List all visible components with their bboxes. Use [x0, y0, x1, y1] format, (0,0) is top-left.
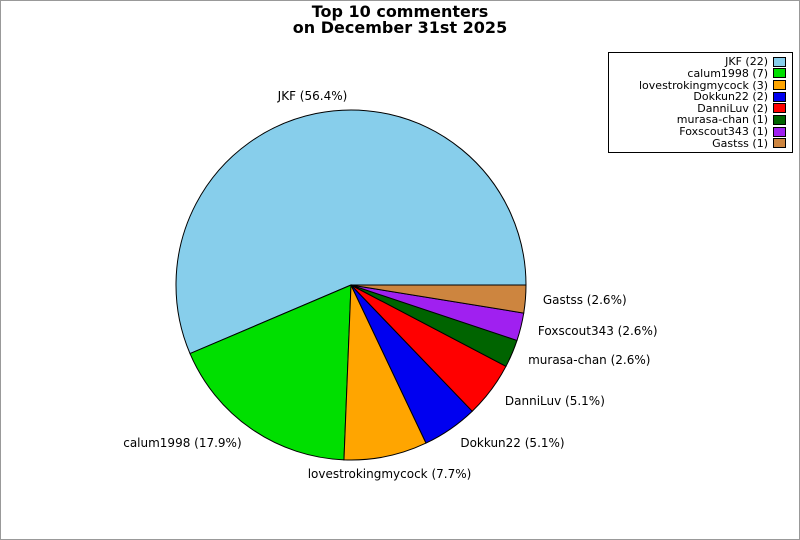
slice-label-DanniLuv: DanniLuv (5.1%)	[504, 393, 605, 408]
legend-swatch	[773, 56, 786, 67]
chart-title-line1: Top 10 commenters	[311, 2, 489, 21]
slice-label-Dokkun22: Dokkun22 (5.1%)	[460, 436, 565, 451]
pie-slice-JKF	[175, 109, 527, 355]
chart-title-line2: on December 31st 2025	[292, 18, 508, 37]
slice-label-Foxscout343: Foxscout343 (2.6%)	[537, 324, 658, 339]
pie-slice-Gastss	[350, 284, 527, 314]
legend-swatch	[773, 91, 786, 102]
slice-label-lovestrokingmycock: lovestrokingmycock (7.7%)	[307, 466, 472, 481]
legend-swatch	[773, 80, 786, 91]
slice-label-calum1998: calum1998 (17.9%)	[123, 436, 242, 451]
legend-swatch	[773, 138, 786, 149]
legend-swatch	[773, 126, 786, 137]
legend-label: Gastss (1)	[712, 136, 768, 150]
legend-entry-Gastss: Gastss (1)	[614, 138, 786, 149]
pie-slice-calum1998	[189, 284, 352, 461]
slice-label-JKF: JKF (56.4%)	[277, 89, 348, 104]
legend-entry-lovestrokingmycock: lovestrokingmycock (3)	[614, 80, 786, 91]
legend-swatch	[773, 114, 786, 125]
legend-label: murasa-chan (1)	[676, 113, 768, 127]
legend-label: Dokkun22 (2)	[693, 90, 768, 104]
legend-entry-calum1998: calum1998 (7)	[614, 68, 786, 79]
legend-label: calum1998 (7)	[687, 66, 768, 80]
slice-label-Gastss: Gastss (2.6%)	[542, 293, 627, 308]
legend-label: JKF (22)	[725, 55, 768, 69]
legend-entry-Dokkun22: Dokkun22 (2)	[614, 91, 786, 102]
legend-entry-JKF: JKF (22)	[614, 56, 786, 67]
legend-swatch	[773, 68, 786, 79]
legend-label: Foxscout343 (1)	[679, 125, 768, 139]
legend-label: lovestrokingmycock (3)	[639, 78, 768, 92]
legend-label: DanniLuv (2)	[697, 101, 768, 115]
legend-box: JKF (22) calum1998 (7) lovestrokingmycock …	[608, 52, 793, 153]
legend-entry-Foxscout343: Foxscout343 (1)	[614, 126, 786, 137]
slice-label-murasa-chan: murasa-chan (2.6%)	[528, 353, 651, 368]
legend-swatch	[773, 103, 786, 114]
chart-title: Top 10 commenters on December 31st 2025	[1, 4, 799, 36]
legend-entry-murasa-chan: murasa-chan (1)	[614, 114, 786, 125]
legend-entry-DanniLuv: DanniLuv (2)	[614, 103, 786, 114]
